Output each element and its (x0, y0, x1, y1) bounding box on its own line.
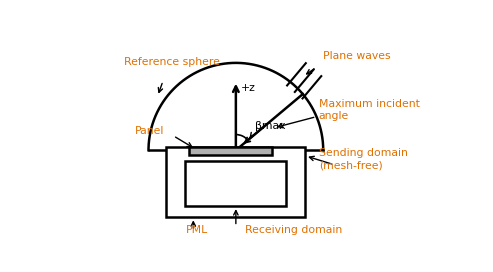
Text: Receiving domain: Receiving domain (245, 225, 342, 235)
Text: βmax: βmax (255, 120, 285, 131)
Text: PML: PML (185, 225, 208, 235)
Text: +z: +z (241, 82, 255, 92)
Bar (167, 147, 305, 217)
Bar (189, 147, 272, 155)
Text: Maximum incident
angle: Maximum incident angle (319, 99, 420, 121)
Bar (185, 162, 286, 206)
Text: Plane waves: Plane waves (323, 51, 391, 61)
Text: Sending domain
(mesh-free): Sending domain (mesh-free) (319, 148, 408, 170)
Text: Panel: Panel (135, 126, 165, 136)
Text: Reference sphere: Reference sphere (124, 57, 220, 67)
